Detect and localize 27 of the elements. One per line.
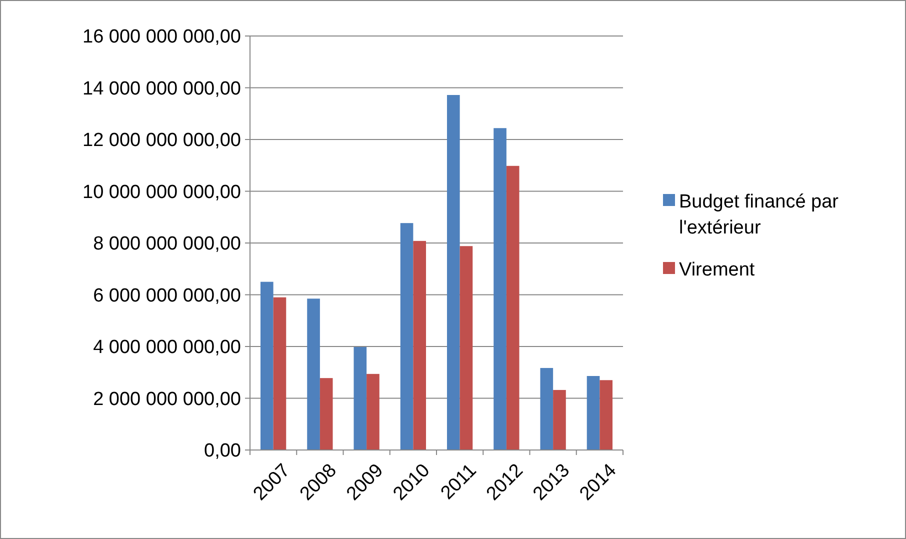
bar <box>260 282 274 450</box>
y-tick-label: 14 000 000 000,00 <box>82 78 241 100</box>
y-tick-label: 8 000 000 000,00 <box>93 234 241 255</box>
bar <box>446 94 460 450</box>
y-tick-label: 2 000 000 000,00 <box>93 388 241 410</box>
bar <box>494 128 506 450</box>
bar <box>366 374 380 450</box>
y-tick-label: 0,00 <box>204 440 241 462</box>
bar <box>553 390 566 450</box>
y-tick-label: 6 000 000 000,00 <box>93 285 241 306</box>
legend-label: Virement <box>679 260 756 281</box>
bar <box>273 297 286 450</box>
bar <box>307 298 320 450</box>
bar <box>400 223 414 450</box>
y-tick-label: 4 000 000 000,00 <box>93 337 241 358</box>
bar <box>540 368 554 450</box>
bar <box>354 347 367 450</box>
bar <box>413 240 426 450</box>
bar <box>600 380 613 450</box>
legend-label: Budget financé par l'extérieur <box>679 192 840 239</box>
bar <box>460 246 473 450</box>
y-tick-label: 16 000 000 000,00 <box>82 26 241 48</box>
bar <box>506 166 520 450</box>
bar <box>586 376 600 450</box>
y-tick-label: 12 000 000 000,00 <box>82 130 241 152</box>
y-tick-label: 10 000 000 000,00 <box>82 182 241 203</box>
bar <box>320 378 333 450</box>
